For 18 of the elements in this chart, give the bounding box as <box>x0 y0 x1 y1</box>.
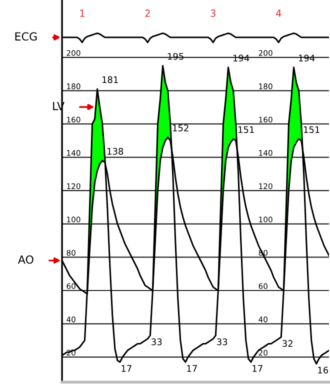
data-label: 32 <box>282 340 292 347</box>
data-label: 17 <box>252 365 262 372</box>
data-label: 152 <box>172 124 188 132</box>
data-label: 17 <box>187 365 197 372</box>
text: ECG <box>15 32 37 41</box>
annotation: 3 <box>210 10 216 17</box>
data-label: 151 <box>304 126 320 134</box>
annotation: 4 <box>276 10 282 17</box>
annotation: 1 <box>80 10 84 17</box>
data-label: 181 <box>102 76 118 84</box>
text: AO <box>18 255 34 264</box>
data-label: 33 <box>217 338 228 346</box>
annotation: 2 <box>145 10 150 17</box>
data-label: 16 <box>318 366 328 374</box>
data-label: 138 <box>107 148 124 155</box>
data-label: 33 <box>152 338 162 346</box>
data-label: 17 <box>122 365 132 372</box>
data-label: 151 <box>238 126 254 134</box>
